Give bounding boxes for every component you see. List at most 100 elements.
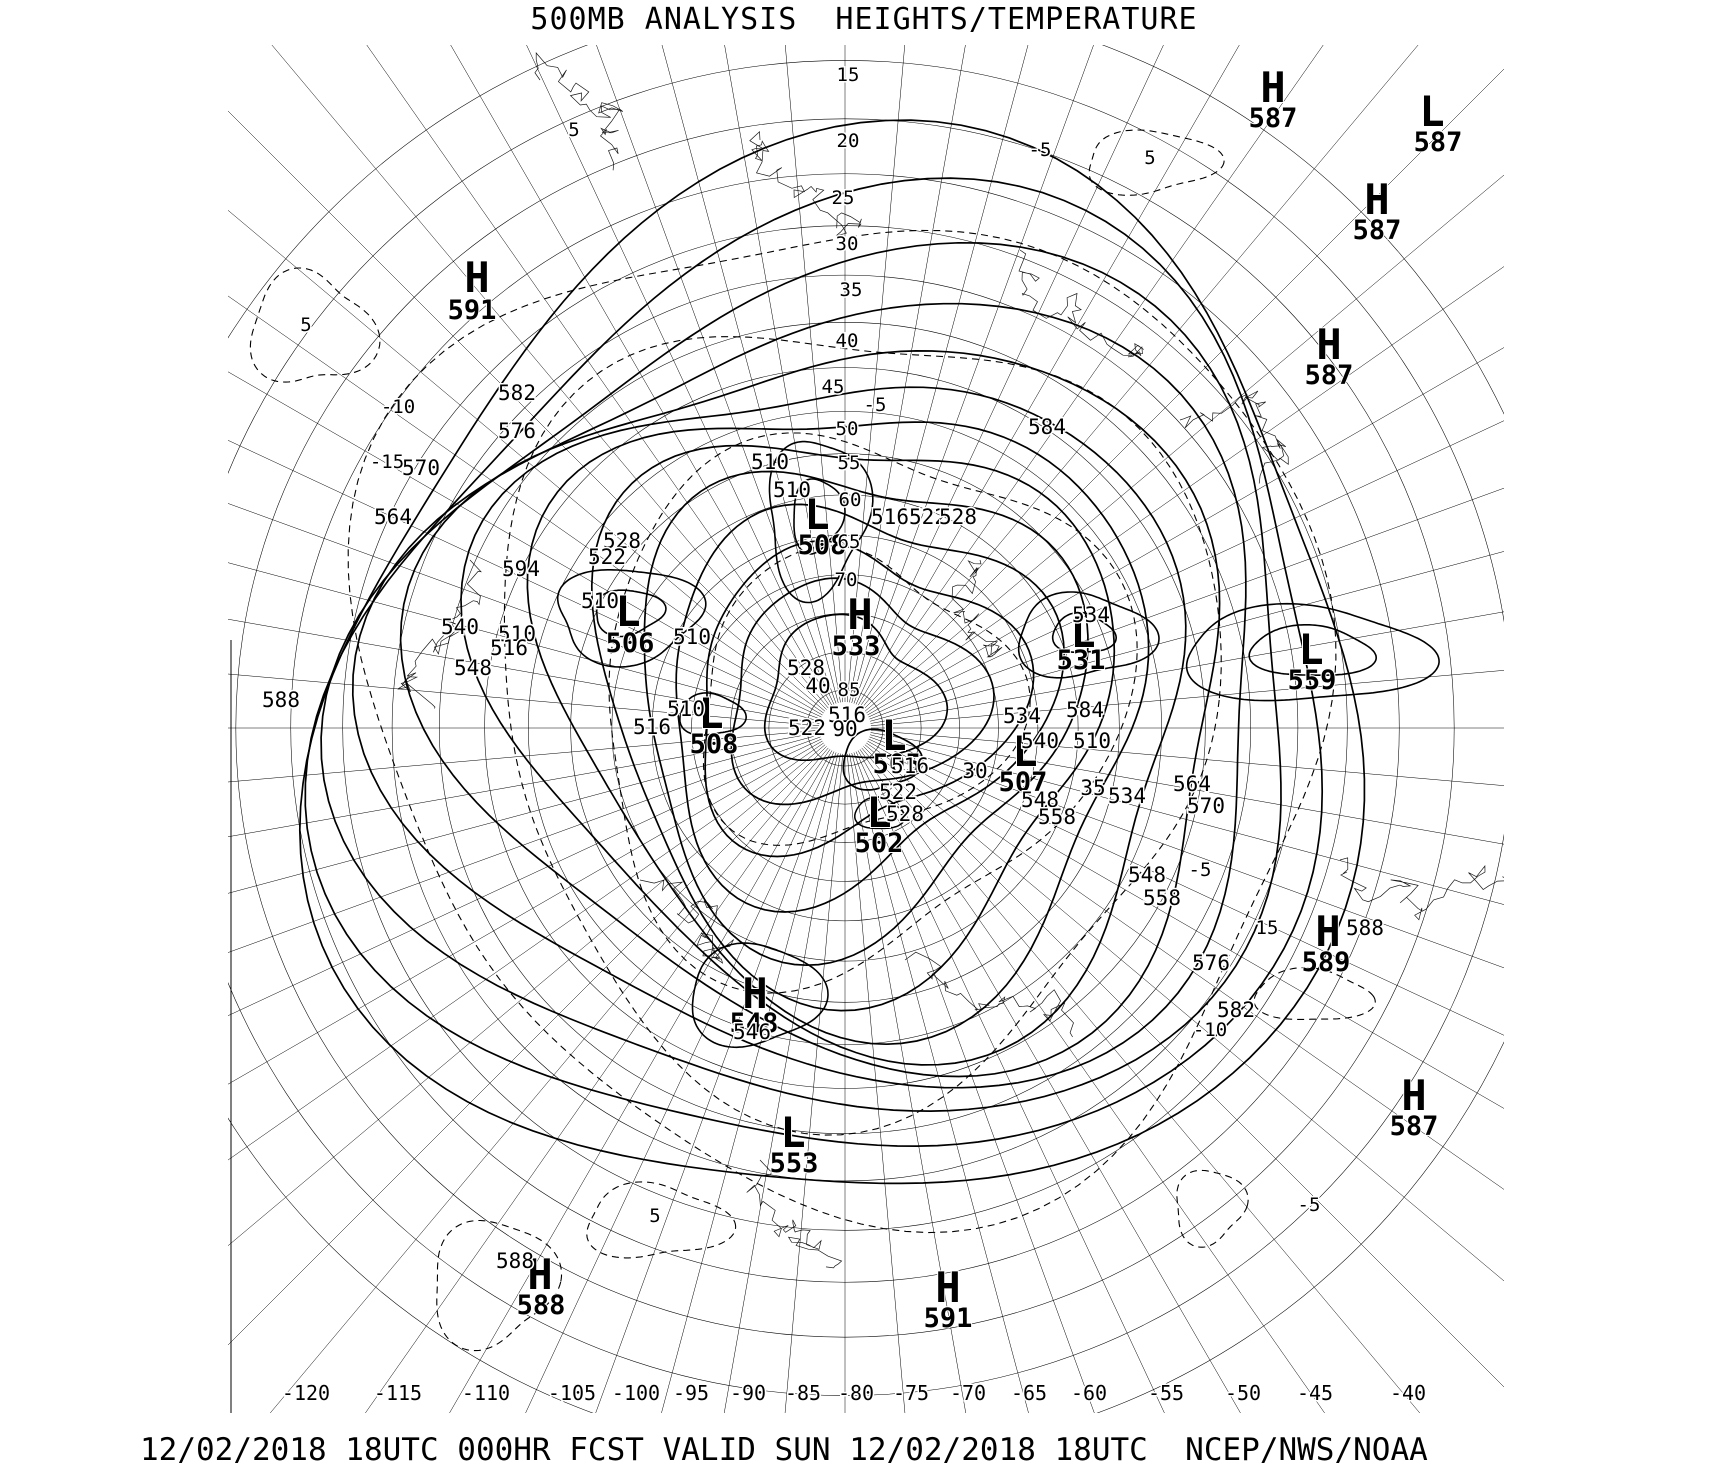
height-contour <box>399 350 1221 1078</box>
contour-label: 540 <box>441 615 479 639</box>
contour-label: 522 <box>879 780 917 804</box>
low-center-letter: L <box>780 1108 805 1157</box>
latitude-label: 85 <box>838 679 861 701</box>
meridian-line <box>851 753 1029 1413</box>
meridian-line <box>228 618 820 724</box>
contour-label: 564 <box>374 505 412 529</box>
meridian-line <box>866 266 1504 714</box>
contour-label: 558 <box>1038 805 1076 829</box>
longitude-label: -45 <box>1297 1381 1333 1405</box>
temperature-contour <box>436 1219 563 1352</box>
pressure-center-value: 591 <box>448 295 497 326</box>
coastline <box>749 131 862 237</box>
meridian-line <box>228 209 826 712</box>
contour-label: 534 <box>1003 704 1041 728</box>
meridian-line <box>228 503 821 720</box>
contour-label: 516 <box>871 505 909 529</box>
height-contour <box>793 478 846 555</box>
contour-label: 30 <box>962 759 987 783</box>
pressure-center-value: 502 <box>855 828 904 859</box>
pressure-center-value: 591 <box>924 1303 973 1334</box>
meridian-line <box>526 45 835 705</box>
meridian-line <box>228 736 821 953</box>
meridian-line <box>525 751 835 1413</box>
longitude-label: -100 <box>612 1381 660 1405</box>
temperature-contour <box>1088 129 1225 196</box>
height-contour <box>595 589 667 638</box>
meridian-line <box>784 753 843 1413</box>
pressure-center-value: 559 <box>1288 665 1337 696</box>
temperature-label: -15 <box>370 451 404 473</box>
longitude-label: -70 <box>950 1381 986 1405</box>
meridian-line <box>864 174 1504 712</box>
high-center-letter: H <box>935 1263 960 1312</box>
meridian-line <box>855 45 1164 705</box>
high-center-letter: H <box>527 1250 552 1299</box>
contour-label: 594 <box>502 557 540 581</box>
meridian-line <box>595 752 837 1413</box>
pressure-center-value: 507 <box>999 767 1048 798</box>
contour-label: 510 <box>581 589 619 613</box>
high-center-letter: H <box>1364 175 1389 224</box>
height-contour <box>1248 624 1378 676</box>
meridian-line <box>847 753 906 1413</box>
height-contour <box>304 177 1324 1147</box>
coastline <box>1179 390 1289 484</box>
contour-label: 35 <box>1080 776 1105 800</box>
contour-label: 40 <box>805 674 830 698</box>
meridian-line <box>868 420 1504 718</box>
meridian-line <box>228 744 826 1247</box>
coastline <box>534 52 624 171</box>
low-center-letter: L <box>615 587 640 636</box>
temperature-contour <box>1176 1169 1249 1248</box>
temperature-label: -10 <box>1193 1019 1227 1041</box>
contour-label: 516 <box>490 636 528 660</box>
temperature-label: 5 <box>649 1205 660 1227</box>
temperature-contour <box>1253 967 1376 1020</box>
pressure-center-value: 533 <box>832 631 881 662</box>
longitude-label: -120 <box>282 1381 330 1405</box>
longitude-label: -95 <box>673 1381 709 1405</box>
meridian-line <box>853 45 1094 704</box>
meridian-line <box>863 746 1504 1388</box>
longitude-label: -80 <box>838 1381 874 1405</box>
meridian-line <box>228 295 824 714</box>
pressure-center-value: 588 <box>517 1290 566 1321</box>
meridian-line <box>861 747 1421 1413</box>
temperature-label: -5 <box>864 394 887 416</box>
meridian-line <box>271 45 829 709</box>
low-center-letter: L <box>881 711 906 760</box>
contour-label: 510 <box>1073 729 1111 753</box>
height-contour <box>768 440 874 604</box>
height-contour <box>351 302 1247 1089</box>
high-center-letter: H <box>847 590 872 639</box>
contour-label: 546 <box>733 1020 771 1044</box>
latitude-label: 55 <box>838 452 861 474</box>
coastline <box>1339 857 1504 921</box>
height-contour <box>590 444 1116 1012</box>
temperature-label: -10 <box>381 396 415 418</box>
contour-label: 510 <box>773 478 811 502</box>
contour-label: 528 <box>886 802 924 826</box>
meridian-line <box>869 487 1504 720</box>
temperature-contour <box>586 1181 737 1259</box>
meridian-line <box>849 45 966 703</box>
contour-label: 582 <box>498 381 536 405</box>
pressure-center-value: 548 <box>730 1008 779 1039</box>
meridian-line <box>870 551 1504 722</box>
meridian-line <box>228 734 820 894</box>
low-center-letter: L <box>1070 608 1095 657</box>
meridian-line <box>269 747 829 1413</box>
contour-label: 534 <box>1108 784 1146 808</box>
temperature-label: 5 <box>1144 147 1155 169</box>
meridian-line <box>596 45 837 704</box>
longitude-label: -65 <box>1011 1381 1047 1405</box>
contour-label: 528 <box>939 505 977 529</box>
temperature-contour <box>608 432 1138 994</box>
meridian-line <box>870 732 1504 845</box>
low-center-letter: L <box>1012 727 1037 776</box>
high-center-letter: H <box>1315 907 1340 956</box>
coastline <box>397 559 482 709</box>
temperature-contour <box>702 545 1031 846</box>
